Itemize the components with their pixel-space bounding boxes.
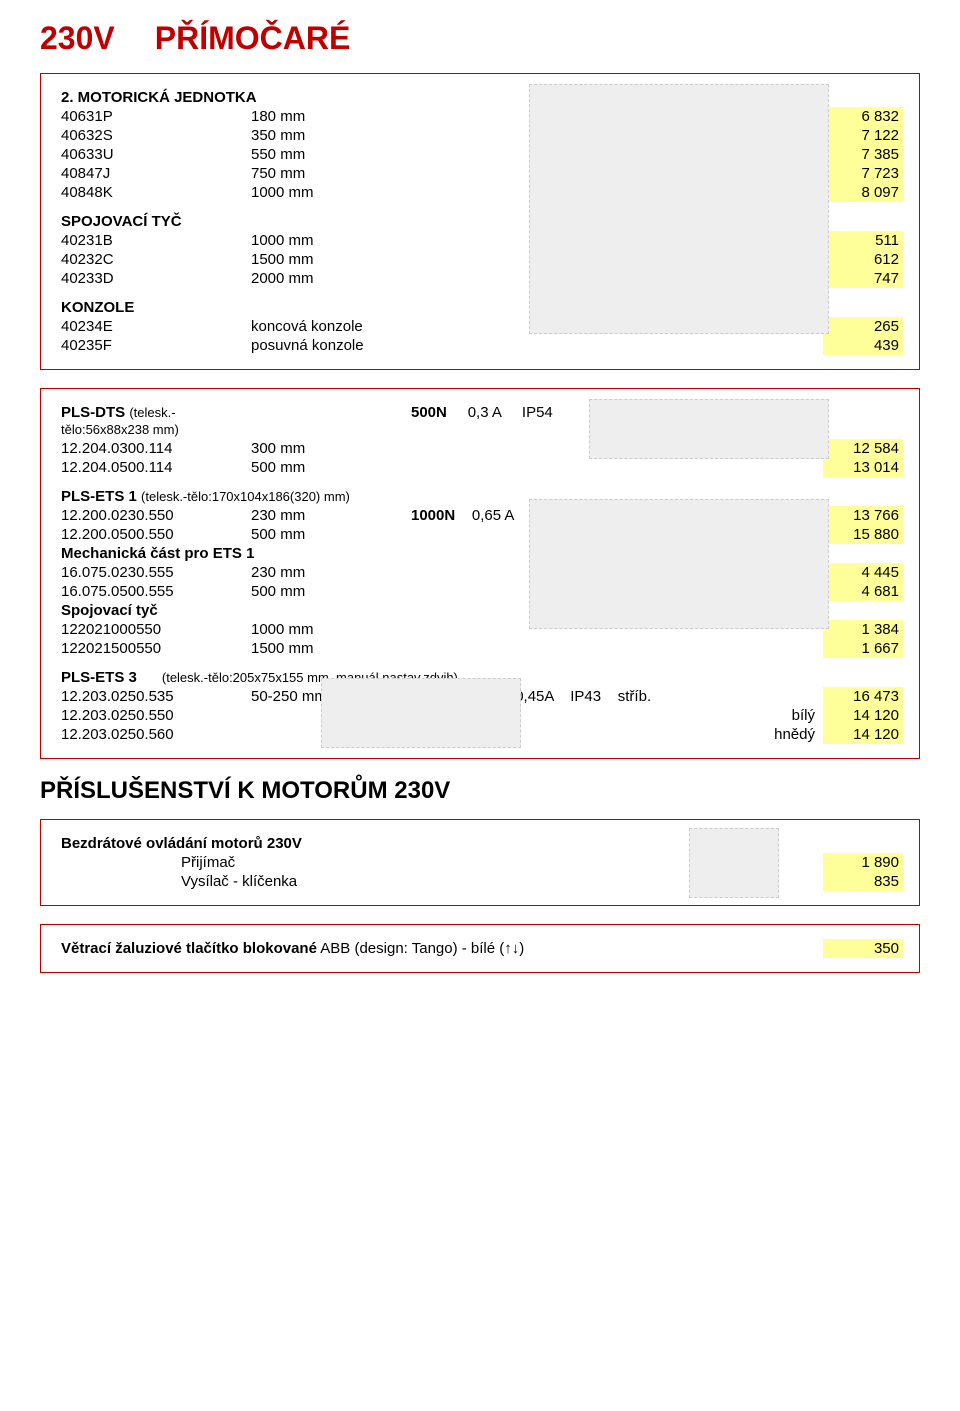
page-title: 230V PŘÍMOČARÉ — [40, 20, 920, 57]
title-left: 230V — [40, 20, 115, 57]
button-text-suffix: ABB (design: Tango) - bílé (↑↓) — [320, 940, 524, 957]
price: 350 — [823, 939, 903, 958]
price: 6 832 — [823, 107, 903, 126]
group-name-pls-dts: PLS-DTS — [61, 404, 125, 421]
product-image-remote — [689, 828, 779, 898]
code: 40631P — [57, 107, 247, 126]
box-pls: PLS-DTS (telesk.-tělo:56x88x238 mm) 500N… — [40, 388, 920, 759]
current: 0,3 A — [468, 404, 501, 421]
table-row: 40235Fposuvná konzole439 — [57, 336, 903, 355]
product-image-motor — [529, 84, 829, 334]
product-image-pls-ets1 — [529, 499, 829, 629]
rating: IP54 — [522, 404, 553, 421]
accessories-heading: PŘÍSLUŠENSTVÍ K MOTORŮM 230V — [40, 777, 920, 805]
title-right: PŘÍMOČARÉ — [155, 20, 351, 57]
value: 180 mm — [247, 107, 407, 126]
table-row: Větrací žaluziové tlačítko blokované ABB… — [57, 939, 903, 958]
button-table: Větrací žaluziové tlačítko blokované ABB… — [57, 939, 903, 958]
button-text-prefix: Větrací žaluziové tlačítko blokované — [61, 940, 317, 957]
force: 500N — [411, 404, 447, 421]
box-button: Větrací žaluziové tlačítko blokované ABB… — [40, 924, 920, 973]
product-image-pls-dts — [589, 399, 829, 459]
product-image-pls-ets3 — [321, 678, 521, 748]
box-motor-unit: 2. MOTORICKÁ JEDNOTKA 40631P180 mm6 832 … — [40, 73, 920, 370]
spec-pls-ets1: (telesk.-tělo:170x104x186(320) mm) — [141, 489, 350, 504]
box-wireless: Bezdrátové ovládání motorů 230V Přijímač… — [40, 819, 920, 906]
table-row: 1220215005501500 mm1 667 — [57, 639, 903, 658]
group-name-pls-ets1: PLS-ETS 1 — [61, 488, 137, 505]
group-name-pls-ets3: PLS-ETS 3 — [61, 669, 137, 686]
table-row: 12.204.0500.114500 mm13 014 — [57, 458, 903, 477]
